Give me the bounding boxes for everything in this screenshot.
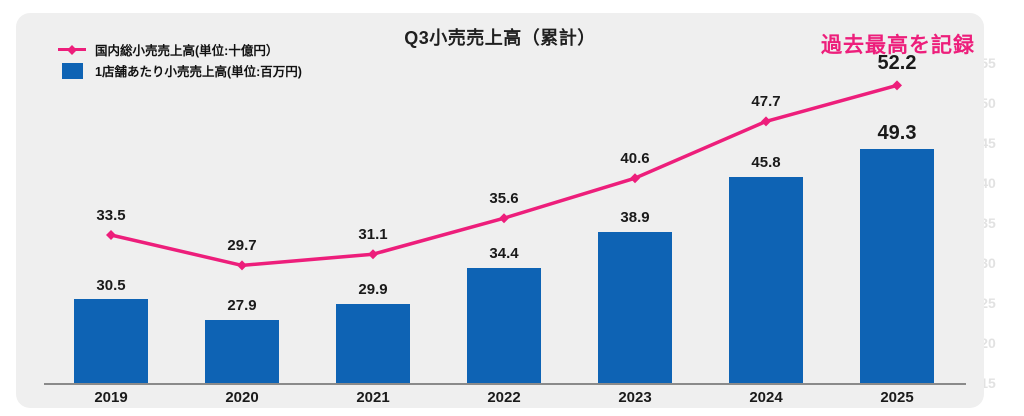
chart-title: Q3小売売上高（累計） bbox=[404, 28, 596, 48]
bar-2022 bbox=[467, 267, 541, 383]
right-axis-tick-50: 50 bbox=[980, 95, 996, 111]
x-tick-2019: 2019 bbox=[94, 389, 128, 406]
bar-2023 bbox=[598, 231, 672, 383]
legend: 国内総小売売上高(単位:十億円） 1店舗あたり小売売上高(単位:百万円) bbox=[58, 39, 302, 81]
right-axis-tick-20: 20 bbox=[980, 335, 996, 351]
x-tick-2021: 2021 bbox=[356, 389, 390, 406]
right-axis-tick-40: 40 bbox=[980, 175, 996, 191]
line-marker-2023 bbox=[630, 173, 640, 184]
chart-card: Q3小売売上高（累計） 国内総小売売上高(単位:十億円） 1店舗あたり小売売上高… bbox=[16, 13, 984, 408]
line-series-path bbox=[109, 83, 899, 268]
line-marker-2019 bbox=[106, 230, 116, 240]
bar-value-label-2025: 49.3 bbox=[877, 121, 917, 144]
x-tick-2025: 2025 bbox=[880, 389, 914, 406]
line-marker-2024 bbox=[761, 116, 771, 127]
legend-item-line: 国内総小売売上高(単位:十億円） bbox=[58, 39, 302, 60]
line-value-label-2023: 40.6 bbox=[620, 149, 650, 167]
x-tick-2022: 2022 bbox=[487, 389, 521, 406]
x-tick-2020: 2020 bbox=[225, 389, 259, 406]
line-value-label-2020: 29.7 bbox=[227, 236, 257, 254]
right-axis-tick-15: 15 bbox=[980, 375, 996, 391]
right-axis-tick-45: 45 bbox=[980, 135, 996, 151]
right-axis-tick-30: 30 bbox=[980, 255, 996, 271]
x-tick-2024: 2024 bbox=[749, 389, 783, 406]
line-value-label-2022: 35.6 bbox=[489, 189, 519, 207]
legend-item-bar: 1店舗あたり小売売上高(単位:百万円) bbox=[58, 60, 302, 81]
bar-value-label-2022: 34.4 bbox=[489, 245, 519, 263]
line-marker-2022 bbox=[499, 213, 509, 224]
line-marker-2025 bbox=[892, 80, 902, 91]
bar-2020 bbox=[205, 319, 279, 383]
bar-value-label-2023: 38.9 bbox=[620, 209, 650, 227]
bar-2021 bbox=[336, 303, 410, 383]
line-marker-2020 bbox=[237, 260, 247, 271]
line-series-swatch-icon bbox=[58, 44, 86, 55]
line-value-label-2025: 52.2 bbox=[877, 52, 917, 75]
bar-2019 bbox=[74, 299, 148, 383]
line-value-label-2021: 31.1 bbox=[358, 225, 388, 243]
line-series bbox=[106, 80, 902, 271]
bar-value-label-2024: 45.8 bbox=[751, 154, 781, 172]
record-high-annotation: 過去最高を記録 bbox=[821, 34, 975, 57]
right-axis-tick-55: 55 bbox=[980, 55, 996, 71]
right-axis-tick-35: 35 bbox=[980, 215, 996, 231]
legend-item-label: 1店舗あたり小売売上高(単位:百万円) bbox=[95, 65, 302, 79]
bar-2025 bbox=[860, 148, 934, 383]
bar-value-label-2019: 30.5 bbox=[96, 276, 126, 294]
plot-area: 30.5 33.5 2019 27.9 29.7 2020 29.9 31.1 2021 34.4… bbox=[16, 13, 984, 408]
line-value-label-2019: 33.5 bbox=[96, 206, 126, 224]
right-axis-tick-25: 25 bbox=[980, 295, 996, 311]
bar-value-label-2020: 27.9 bbox=[227, 297, 257, 315]
x-tick-2023: 2023 bbox=[618, 389, 652, 406]
bar-value-label-2021: 29.9 bbox=[358, 281, 388, 299]
line-value-label-2024: 47.7 bbox=[751, 92, 781, 110]
bar-series-swatch-icon bbox=[58, 62, 86, 79]
line-marker-2021 bbox=[368, 249, 378, 260]
legend-item-label: 国内総小売売上高(単位:十億円） bbox=[95, 44, 279, 58]
bar-2024 bbox=[729, 176, 803, 383]
x-axis-line bbox=[44, 383, 966, 385]
